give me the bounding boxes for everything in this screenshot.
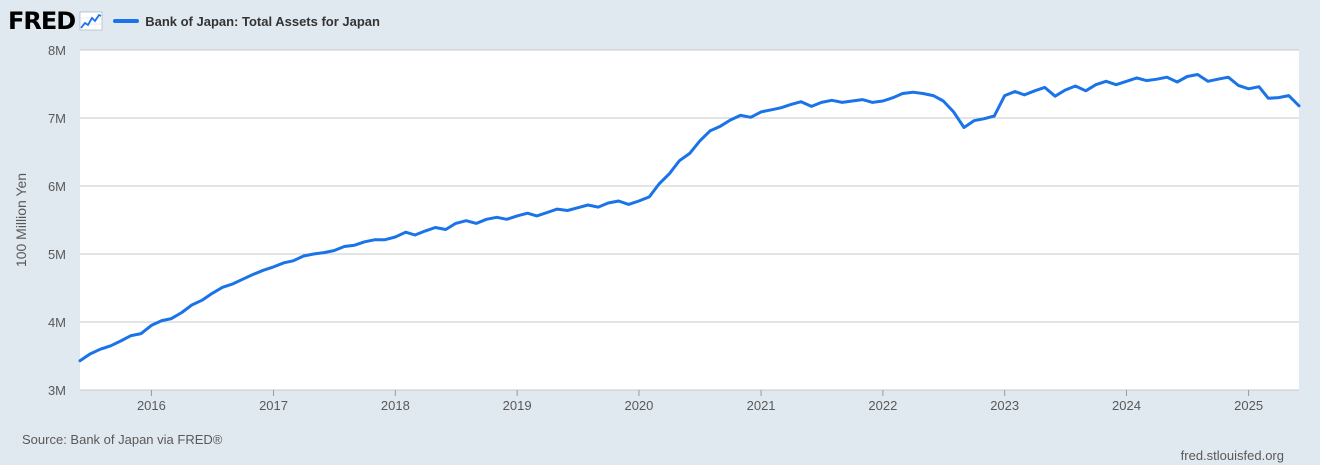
x-tick-label: 2019 [503,398,532,413]
x-tick-label: 2025 [1234,398,1263,413]
y-tick-label: 8M [48,43,66,58]
x-tick-label: 2024 [1112,398,1141,413]
x-tick-label: 2021 [747,398,776,413]
x-tick-label: 2016 [137,398,166,413]
y-tick-label: 4M [48,315,66,330]
x-tick-label: 2022 [868,398,897,413]
source-note: Source: Bank of Japan via FRED® [22,432,223,447]
line-graph-icon [79,11,103,31]
chart-header: FRED Bank of Japan: Total Assets for Jap… [8,6,380,36]
y-tick-label: 3M [48,383,66,398]
x-tick-label: 2018 [381,398,410,413]
y-axis-label: 100 Million Yen [13,173,29,267]
site-link[interactable]: fred.stlouisfed.org [1180,448,1284,463]
y-tick-label: 5M [48,247,66,262]
x-axis-ticks: 2016 2017 2018 2019 2020 2021 2022 2023 2024 2025 [137,390,1263,413]
legend-label[interactable]: Bank of Japan: Total Assets for Japan [145,13,380,29]
y-axis-ticks: 3M 4M 5M 6M 7M 8M [48,43,66,398]
y-tick-label: 7M [48,111,66,126]
y-tick-label: 6M [48,179,66,194]
plot-area [80,50,1299,390]
fred-logo[interactable]: FRED [8,7,76,35]
x-tick-label: 2023 [990,398,1019,413]
x-tick-label: 2017 [259,398,288,413]
x-tick-label: 2020 [624,398,653,413]
series-line[interactable] [78,73,1301,363]
legend-swatch [113,19,140,23]
gridlines [80,49,1299,391]
